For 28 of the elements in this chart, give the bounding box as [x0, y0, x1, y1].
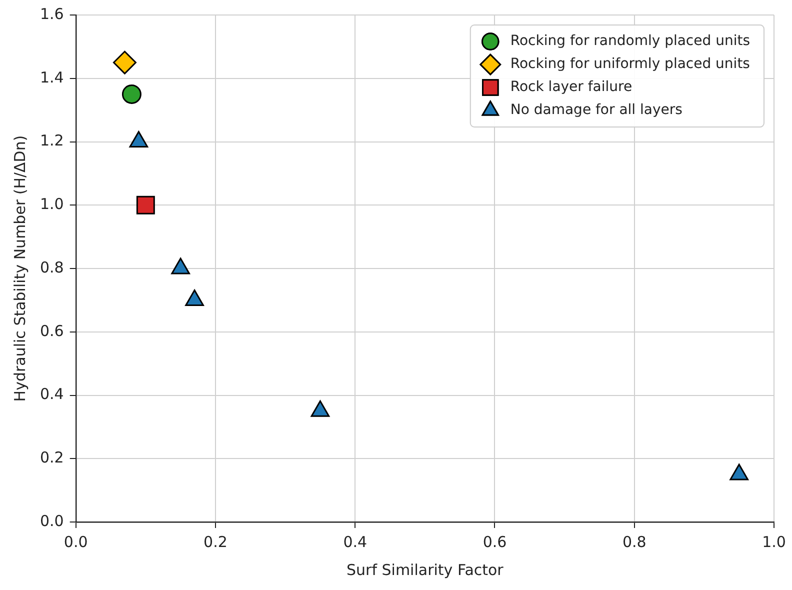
x-tick-label: 0.6	[482, 532, 507, 551]
point	[171, 258, 190, 274]
y-tick-label: 0.8	[40, 258, 64, 276]
x-tick-label: 0.4	[343, 532, 368, 551]
y-tick-label: 0.6	[40, 322, 64, 340]
y-tick-label: 1.6	[40, 4, 64, 23]
x-tick-label: 0.8	[622, 532, 646, 551]
x-axis-title: Surf Similarity Factor	[346, 560, 504, 579]
y-tick-label: 0.2	[40, 448, 64, 467]
y-tick-label: 1.4	[40, 68, 64, 86]
point	[136, 196, 155, 214]
legend-label: Rock layer failure	[510, 79, 632, 96]
point	[310, 400, 330, 417]
y-tick-label: 1.0	[40, 195, 64, 214]
y-tick-label: 0.0	[40, 512, 64, 530]
x-tick-label: 1.0	[762, 532, 786, 551]
y-tick-label: 1.2	[40, 132, 64, 150]
legend-label: No damage for all layers	[510, 102, 682, 118]
point	[185, 289, 204, 306]
point	[112, 50, 136, 74]
point	[730, 464, 749, 480]
y-tick-label: 0.4	[40, 385, 64, 404]
legend-label: Rocking for uniformly placed units	[510, 56, 750, 72]
y-axis-title: Hydraulic Stability Number (H/ΔDn)	[10, 135, 29, 402]
legend-label: Rocking for randomly placed units	[510, 33, 750, 50]
x-tick-label: 0.0	[64, 532, 88, 551]
x-tick-label: 0.2	[204, 532, 228, 551]
point	[122, 84, 142, 104]
